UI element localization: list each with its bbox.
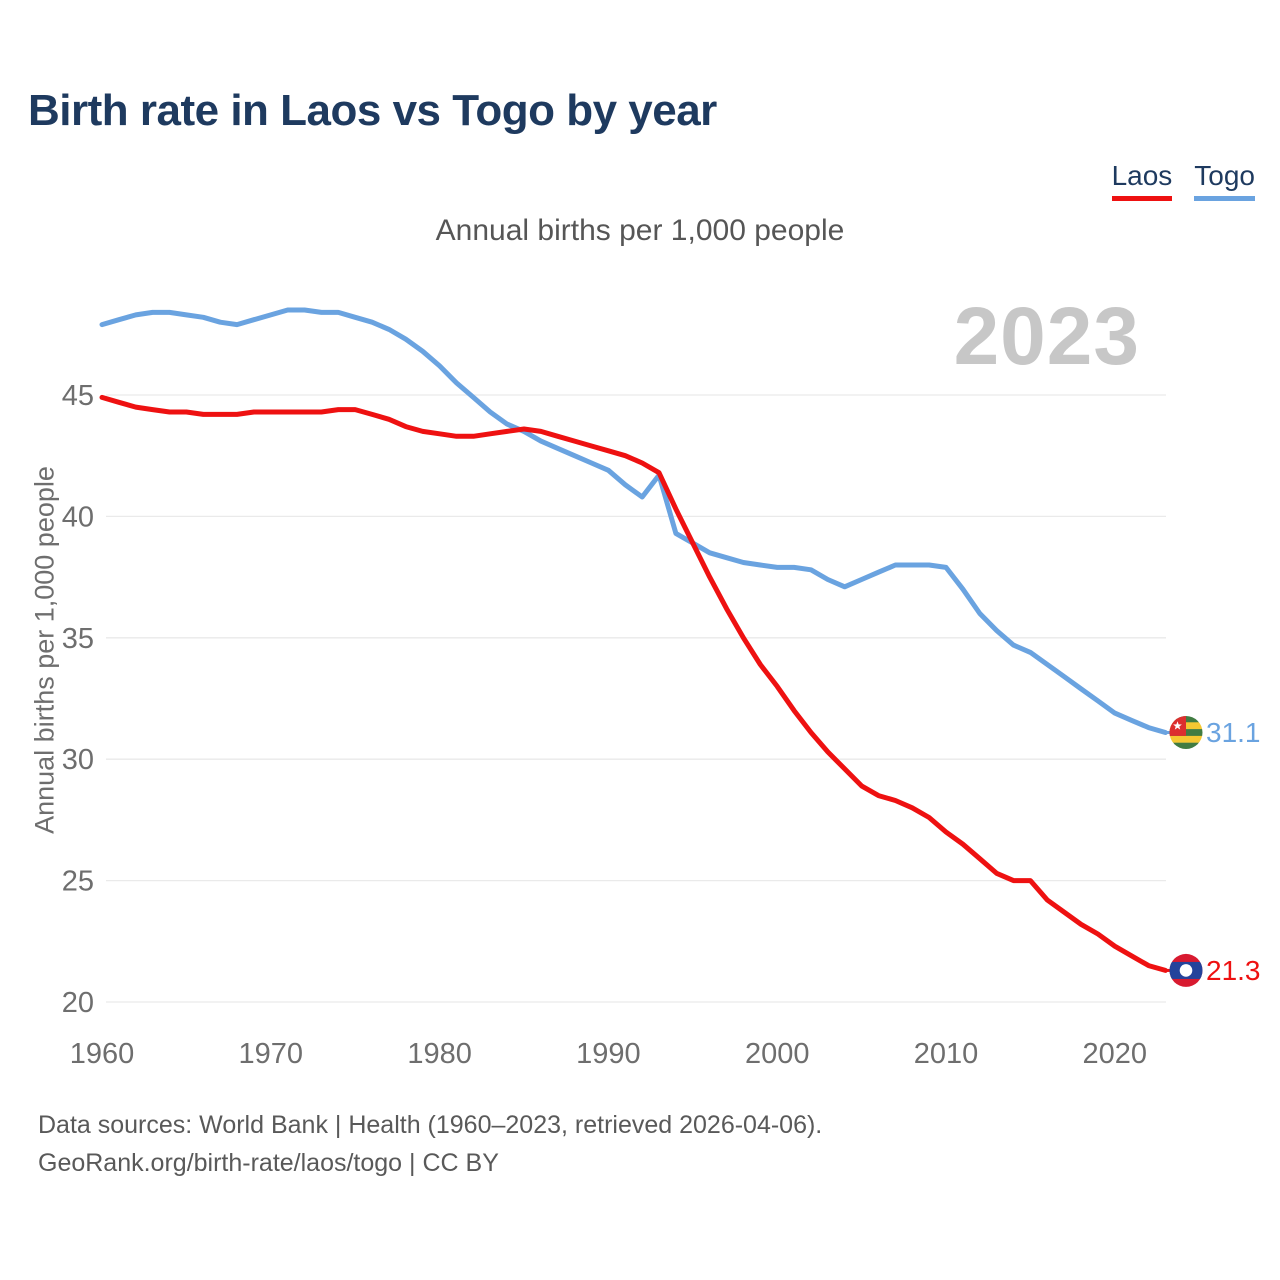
- x-tick-label: 2020: [1083, 1038, 1148, 1070]
- y-tick-label: 25: [62, 866, 94, 898]
- x-tick-label: 1970: [239, 1038, 304, 1070]
- togo-flag-marker: [1169, 715, 1203, 749]
- end-value-label-laos: 21.3: [1206, 955, 1261, 986]
- end-value-label-togo: 31.1: [1206, 717, 1261, 748]
- x-tick-label: 1960: [70, 1038, 135, 1070]
- legend-item-togo[interactable]: Togo: [1194, 160, 1255, 201]
- series-line-laos[interactable]: [99, 394, 1168, 973]
- laos-flag-marker: [1169, 953, 1203, 987]
- x-tick-label: 1990: [576, 1038, 641, 1070]
- legend: Laos Togo: [1111, 160, 1255, 201]
- footer: Data sources: World Bank | Health (1960–…: [38, 1106, 822, 1182]
- attribution-line: GeoRank.org/birth-rate/laos/togo | CC BY: [38, 1149, 499, 1177]
- x-tick-label: 2000: [745, 1038, 810, 1070]
- y-axis-ticks: 20 25 30 35 40 45: [62, 380, 94, 1019]
- chart-title: Birth rate in Laos vs Togo by year: [28, 86, 717, 135]
- series-lines: 31.1 21.3: [99, 307, 1261, 987]
- y-tick-label: 35: [62, 623, 94, 655]
- legend-item-laos[interactable]: Laos: [1111, 160, 1173, 201]
- data-sources-line: Data sources: World Bank | Health (1960–…: [38, 1111, 823, 1139]
- y-tick-label: 20: [62, 987, 94, 1019]
- x-tick-label: 2010: [914, 1038, 979, 1070]
- x-axis-ticks: 1960 1970 1980 1990 2000 2010 2020: [70, 1038, 1147, 1070]
- series-line-togo[interactable]: [99, 307, 1168, 735]
- gridlines: [106, 394, 1166, 1003]
- chart-subtitle: Annual births per 1,000 people: [435, 214, 845, 247]
- y-tick-label: 40: [62, 501, 94, 533]
- y-tick-label: 30: [62, 744, 94, 776]
- year-watermark: 2023: [953, 291, 1140, 382]
- x-tick-label: 1980: [407, 1038, 472, 1070]
- y-tick-label: 45: [62, 380, 94, 412]
